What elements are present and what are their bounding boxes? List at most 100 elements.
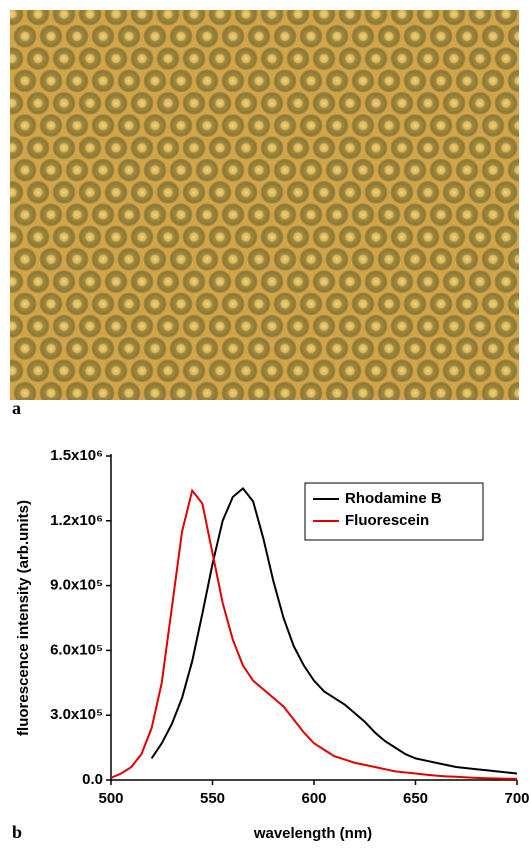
microsphere xyxy=(222,337,245,360)
microsphere xyxy=(222,248,245,271)
microsphere xyxy=(157,136,180,159)
microsphere xyxy=(365,181,388,204)
microsphere xyxy=(300,25,323,48)
microsphere xyxy=(0,114,11,137)
microsphere xyxy=(274,203,297,226)
microsphere xyxy=(339,3,362,26)
microsphere xyxy=(261,226,284,249)
microsphere xyxy=(92,114,115,137)
microsphere xyxy=(27,315,50,338)
microsphere xyxy=(118,292,141,315)
microsphere xyxy=(196,25,219,48)
microsphere xyxy=(14,25,37,48)
microsphere xyxy=(222,114,245,137)
microsphere xyxy=(326,292,349,315)
microsphere xyxy=(79,136,102,159)
microsphere xyxy=(482,382,505,405)
microsphere xyxy=(274,114,297,137)
microsphere xyxy=(131,404,154,427)
microsphere xyxy=(417,404,440,427)
microsphere xyxy=(66,114,89,137)
microsphere xyxy=(326,248,349,271)
microsphere xyxy=(339,359,362,382)
microsphere xyxy=(417,359,440,382)
microsphere xyxy=(209,3,232,26)
microsphere xyxy=(391,359,414,382)
microsphere xyxy=(469,404,492,427)
microsphere xyxy=(79,3,102,26)
microsphere xyxy=(482,25,505,48)
microsphere xyxy=(92,292,115,315)
microsphere xyxy=(248,114,271,137)
microsphere xyxy=(1,3,24,26)
microsphere xyxy=(404,159,427,182)
microsphere xyxy=(1,226,24,249)
microsphere xyxy=(66,382,89,405)
microsphere xyxy=(118,382,141,405)
microsphere xyxy=(92,69,115,92)
microsphere xyxy=(261,270,284,293)
microsphere xyxy=(196,114,219,137)
microsphere xyxy=(482,159,505,182)
microsphere xyxy=(1,136,24,159)
microsphere xyxy=(261,181,284,204)
y-axis-label: fluorescence intensity (arb.units) xyxy=(15,500,32,736)
microsphere xyxy=(430,203,453,226)
microsphere xyxy=(313,315,336,338)
microsphere xyxy=(131,92,154,115)
microsphere xyxy=(287,226,310,249)
microsphere xyxy=(443,136,466,159)
microsphere xyxy=(391,181,414,204)
microsphere xyxy=(157,181,180,204)
microsphere xyxy=(235,359,258,382)
microsphere xyxy=(79,315,102,338)
microsphere xyxy=(92,159,115,182)
microsphere xyxy=(352,25,375,48)
microsphere xyxy=(170,114,193,137)
x-axis-label: wavelength (nm) xyxy=(253,825,372,842)
microsphere xyxy=(183,92,206,115)
microsphere xyxy=(521,270,529,293)
microsphere xyxy=(339,181,362,204)
microsphere xyxy=(183,47,206,70)
microsphere xyxy=(105,136,128,159)
legend-label: Fluorescein xyxy=(345,512,429,529)
microsphere xyxy=(456,382,479,405)
y-tick-label: 1.5x10⁶ xyxy=(50,447,103,464)
y-tick-label: 9.0x10⁵ xyxy=(50,577,103,594)
microsphere xyxy=(469,181,492,204)
microsphere xyxy=(92,337,115,360)
microsphere xyxy=(79,181,102,204)
microsphere xyxy=(352,69,375,92)
microsphere xyxy=(53,3,76,26)
microsphere xyxy=(365,315,388,338)
microsphere xyxy=(391,136,414,159)
microsphere xyxy=(339,270,362,293)
microsphere xyxy=(53,315,76,338)
plot: 0.03.0x10⁵6.0x10⁵9.0x10⁵1.2x10⁶1.5x10⁶50… xyxy=(50,447,529,807)
microsphere xyxy=(196,337,219,360)
microsphere xyxy=(456,25,479,48)
microsphere xyxy=(248,159,271,182)
microsphere xyxy=(430,25,453,48)
microsphere xyxy=(261,315,284,338)
microsphere xyxy=(196,248,219,271)
microsphere xyxy=(14,69,37,92)
microsphere xyxy=(443,270,466,293)
microsphere xyxy=(495,136,518,159)
microsphere xyxy=(391,404,414,427)
microsphere xyxy=(339,404,362,427)
microsphere xyxy=(27,3,50,26)
microsphere xyxy=(66,159,89,182)
microsphere xyxy=(261,136,284,159)
microsphere xyxy=(404,382,427,405)
microsphere xyxy=(196,69,219,92)
microsphere xyxy=(365,92,388,115)
microsphere xyxy=(352,203,375,226)
microsphere xyxy=(378,337,401,360)
microsphere xyxy=(209,226,232,249)
microsphere xyxy=(105,3,128,26)
microsphere xyxy=(365,270,388,293)
microsphere xyxy=(157,404,180,427)
microsphere xyxy=(482,337,505,360)
